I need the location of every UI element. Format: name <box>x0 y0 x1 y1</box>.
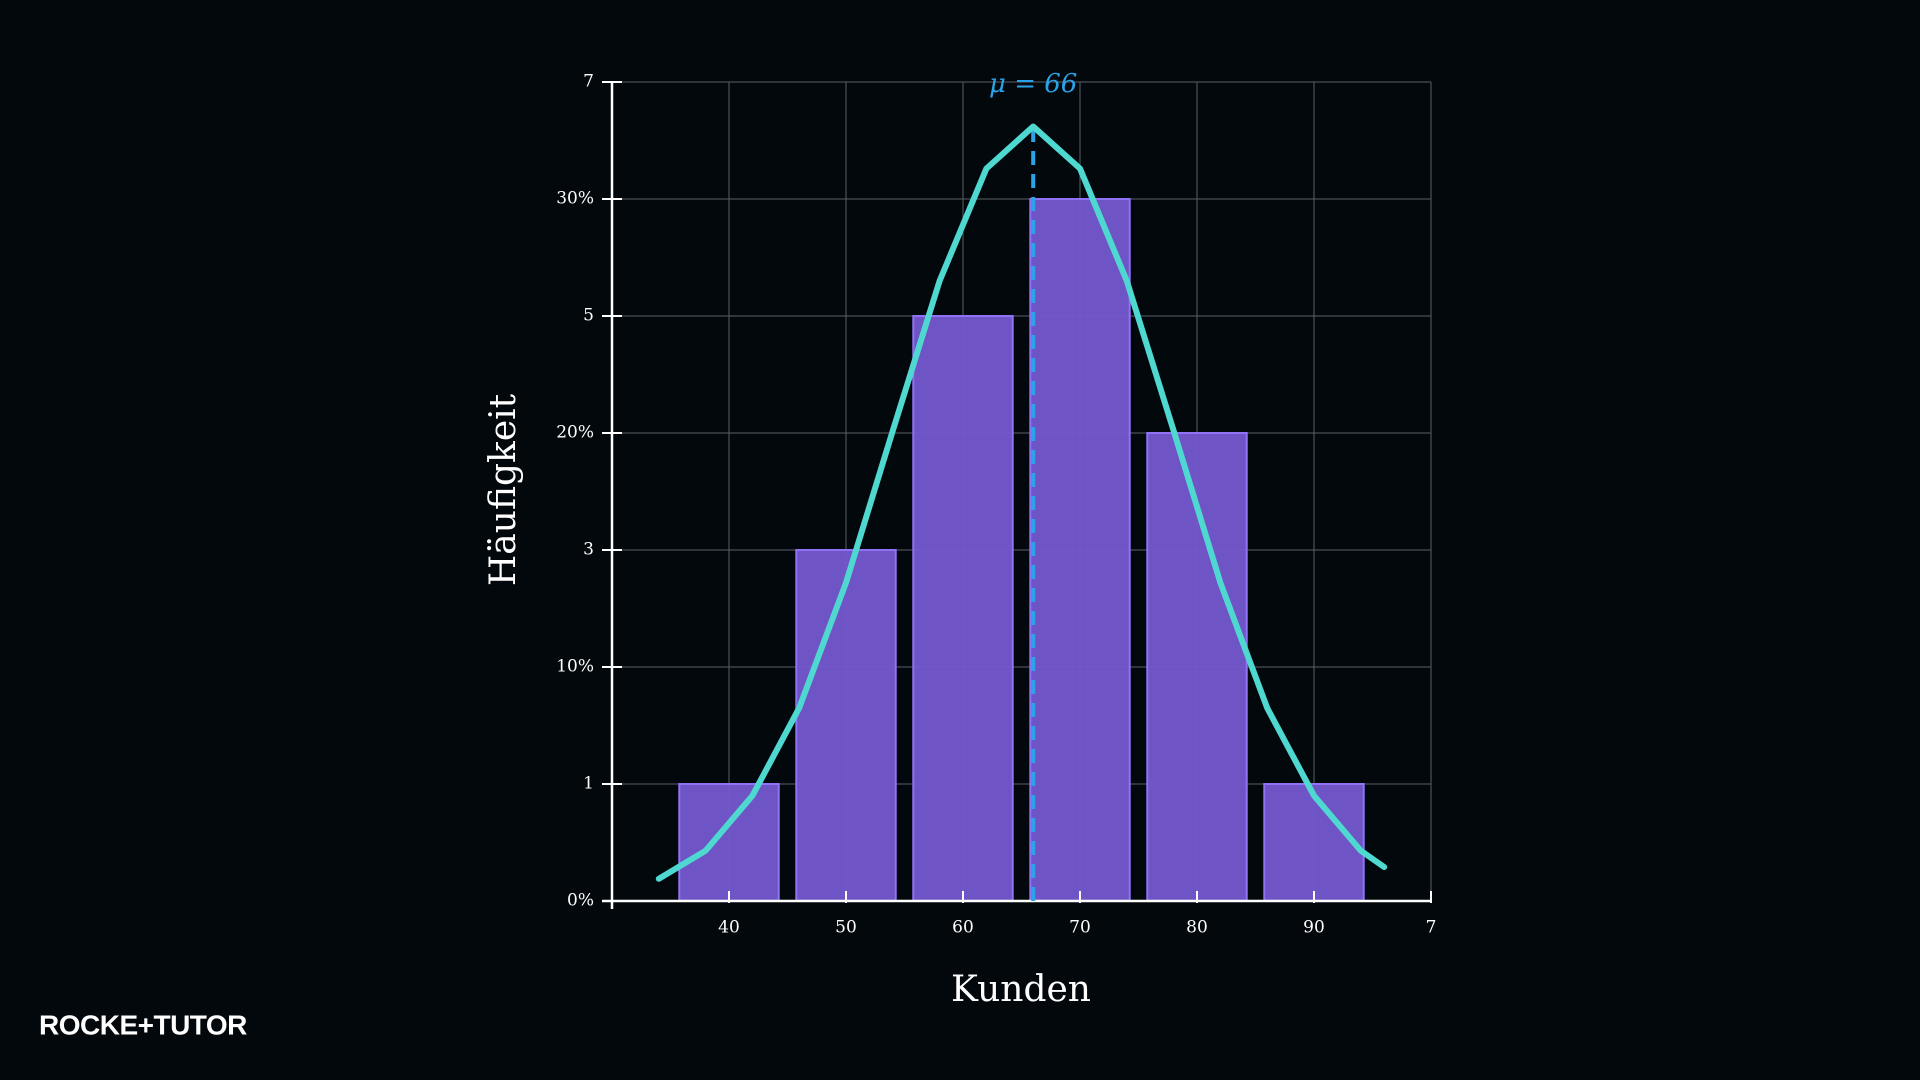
mean-label: μ = 66 <box>989 69 1077 99</box>
x-tick-label: 60 <box>952 918 974 938</box>
density-curve <box>655 123 1388 882</box>
bar <box>678 783 780 902</box>
x-tick-label: 40 <box>718 918 740 938</box>
bar <box>795 549 897 902</box>
bar <box>1029 198 1131 902</box>
y-tick-label: 1 <box>583 774 594 794</box>
y-tick-label: 10% <box>556 657 594 677</box>
bar <box>1263 783 1365 902</box>
logo: ROCKE+TUTOR <box>39 1009 247 1040</box>
x-axis-label: Kunden <box>951 969 1091 1010</box>
y-tick-label: 7 <box>583 72 594 92</box>
x-tick-label: 50 <box>835 918 857 938</box>
x-tick-label: 7 <box>1426 918 1437 938</box>
y-tick-label: 5 <box>583 306 594 326</box>
y-tick-label: 30% <box>556 189 594 209</box>
y-tick-label: 20% <box>556 423 594 443</box>
y-tick-label: 3 <box>583 540 594 560</box>
x-tick-label: 80 <box>1186 918 1208 938</box>
x-tick-label: 90 <box>1303 918 1325 938</box>
x-tick-label: 70 <box>1069 918 1091 938</box>
bar <box>912 315 1014 902</box>
y-axis-label: Häufigkeit <box>483 393 524 586</box>
y-tick-label: 0% <box>567 891 594 911</box>
